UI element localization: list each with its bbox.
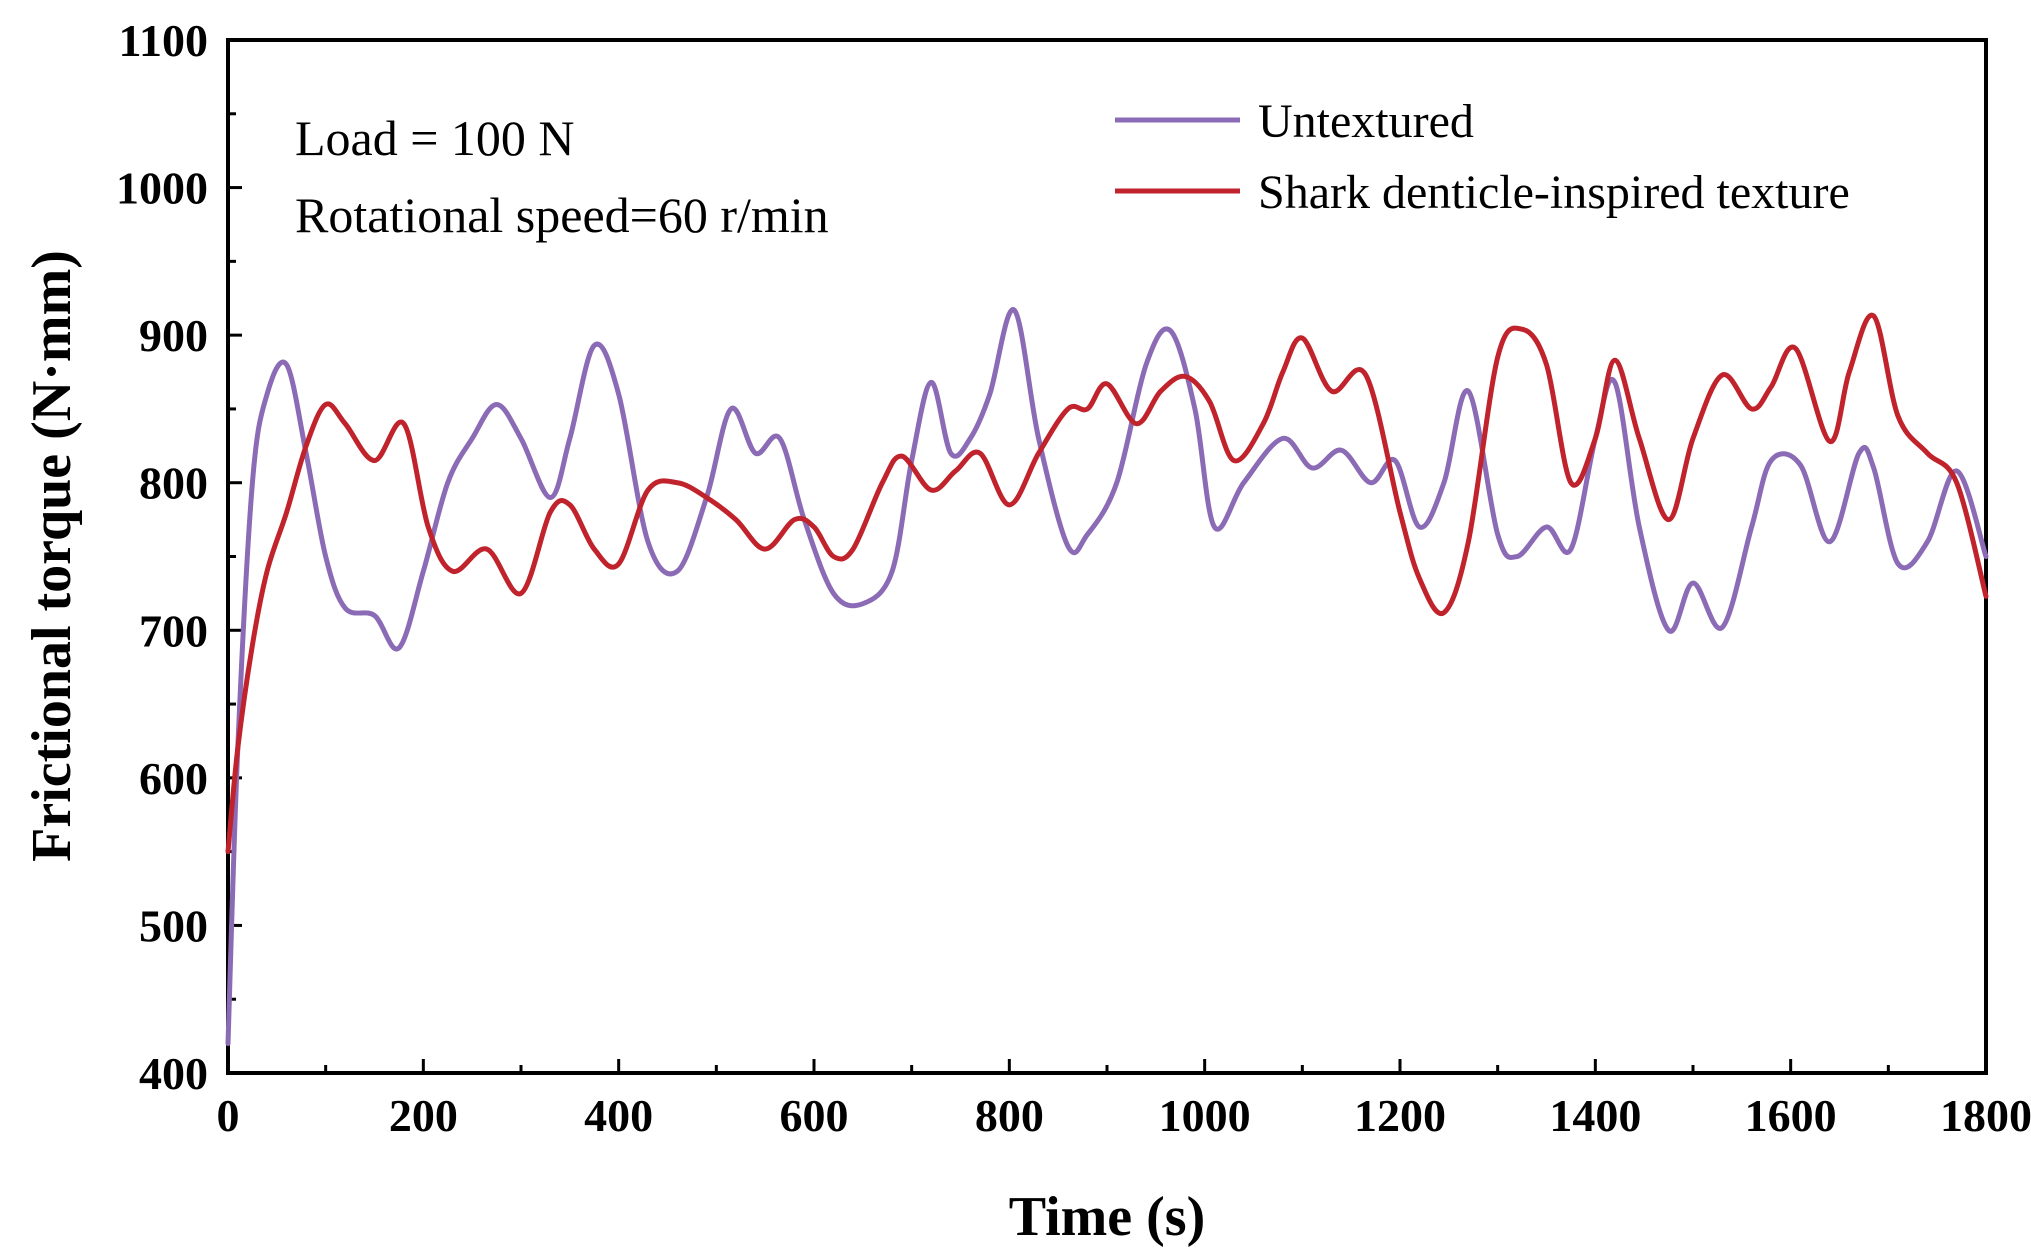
y-tick-label: 1100 (119, 15, 208, 66)
x-tick-label: 1000 (1159, 1090, 1251, 1141)
y-axis-title: Frictional torque (N·mm) (21, 250, 83, 862)
series-layer (225, 307, 1989, 1046)
y-tick-label: 500 (139, 900, 208, 951)
x-tick-label: 600 (780, 1090, 849, 1141)
y-ticks: 400 500 600 700 800 900 1000 1100 (116, 15, 242, 1099)
x-tick-label: 400 (584, 1090, 653, 1141)
y-tick-label: 800 (139, 458, 208, 509)
x-tick-label: 200 (389, 1090, 458, 1141)
legend: Untextured Shark denticle-inspired textu… (1115, 95, 1850, 219)
x-tick-label: 1600 (1745, 1090, 1837, 1141)
annotation-load: Load = 100 N (295, 110, 575, 166)
y-tick-label: 400 (139, 1048, 208, 1099)
y-tick-label: 700 (139, 605, 208, 656)
x-tick-label: 1800 (1940, 1090, 2031, 1141)
y-tick-label: 600 (139, 753, 208, 804)
x-tick-label: 1400 (1549, 1090, 1641, 1141)
annotation-speed: Rotational speed=60 r/min (295, 187, 829, 243)
legend-label-untextured: Untextured (1258, 95, 1474, 148)
legend-label-shark-texture: Shark denticle-inspired texture (1258, 166, 1850, 219)
series-line-untextured (225, 307, 1989, 1046)
series-line-shark-texture (225, 312, 1989, 855)
x-axis-title: Time (s) (1009, 1186, 1206, 1248)
x-ticks: 0 200 400 600 800 1000 1200 1400 1600 1800 (217, 1059, 2031, 1141)
x-tick-label: 800 (975, 1090, 1044, 1141)
x-tick-label: 0 (217, 1090, 240, 1141)
x-tick-label: 1200 (1354, 1090, 1446, 1141)
y-tick-label: 900 (139, 310, 208, 361)
y-tick-label: 1000 (116, 163, 208, 214)
